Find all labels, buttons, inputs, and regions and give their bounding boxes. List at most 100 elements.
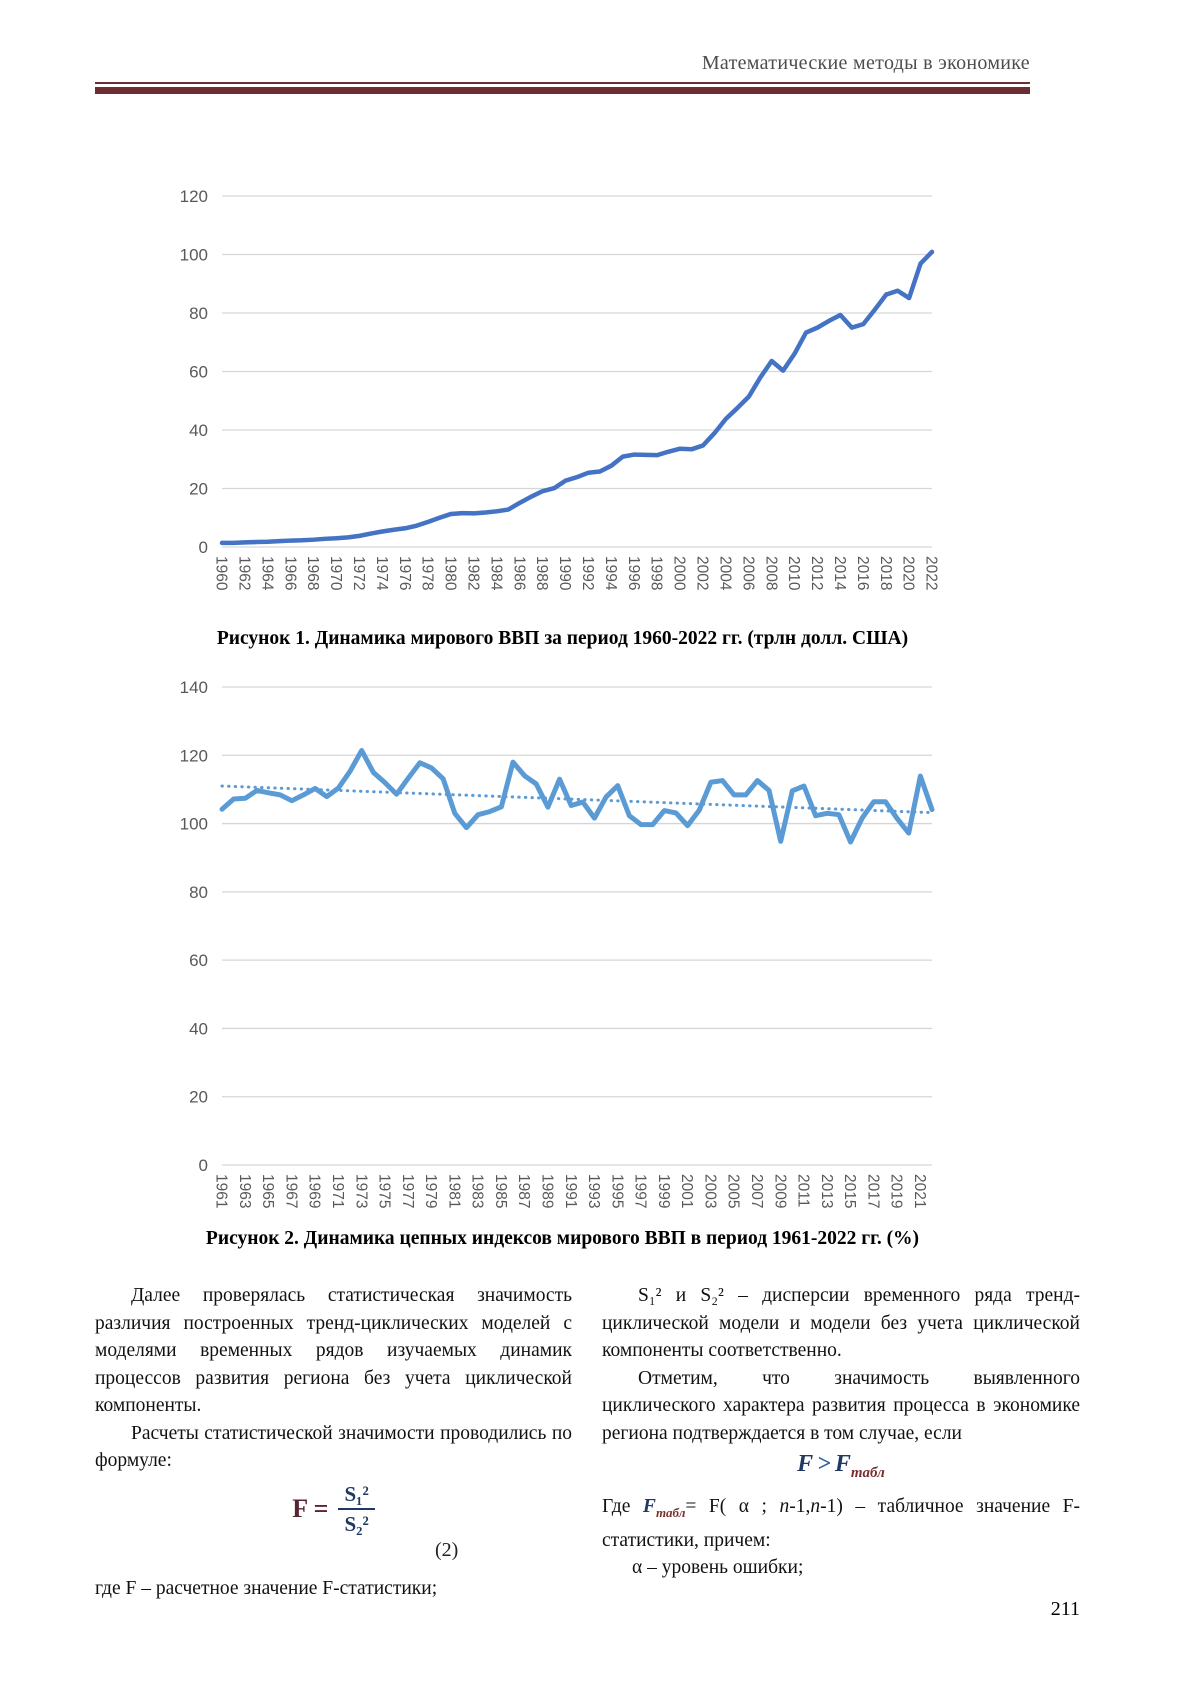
svg-text:2020: 2020: [900, 556, 917, 591]
svg-text:1988: 1988: [533, 556, 550, 590]
svg-text:1981: 1981: [445, 1174, 462, 1208]
svg-text:2021: 2021: [911, 1174, 928, 1208]
svg-text:1984: 1984: [487, 556, 504, 591]
svg-text:80: 80: [189, 883, 208, 902]
svg-text:2013: 2013: [818, 1174, 835, 1208]
svg-text:2016: 2016: [854, 556, 871, 590]
svg-text:40: 40: [189, 421, 208, 440]
svg-text:2006: 2006: [739, 556, 756, 590]
alpha-definition: α – уровень ошибки;: [632, 1557, 804, 1579]
header-rule-thick-line: [95, 87, 1030, 94]
svg-text:2017: 2017: [864, 1174, 881, 1208]
formula-numerator: S₁²: [338, 1481, 375, 1510]
text-column-right: S₁² и S₂² – дисперсии временного ряда тр…: [602, 1282, 1080, 1582]
svg-text:0: 0: [199, 1156, 208, 1175]
svg-text:1965: 1965: [259, 1174, 276, 1208]
formula-f-right: F: [834, 1451, 851, 1477]
page-number: 211: [1050, 1598, 1080, 1620]
svg-text:1992: 1992: [579, 556, 596, 590]
running-head: Математические методы в экономике: [701, 52, 1030, 74]
svg-text:1969: 1969: [306, 1174, 323, 1208]
svg-text:120: 120: [180, 746, 208, 765]
svg-text:2010: 2010: [785, 556, 802, 591]
svg-text:1983: 1983: [469, 1174, 486, 1208]
svg-text:60: 60: [189, 951, 208, 970]
svg-text:2008: 2008: [762, 556, 779, 590]
svg-text:60: 60: [189, 363, 208, 382]
svg-text:1967: 1967: [282, 1174, 299, 1208]
svg-text:100: 100: [180, 815, 208, 834]
greater-than-sign: >: [817, 1451, 831, 1477]
var-n-2: n: [810, 1496, 821, 1518]
world-gdp-line-chart: 0 20 40 60 80 100 120 1960 1962 1964 1966 1968 1970 1…: [180, 187, 940, 591]
svg-text:1972: 1972: [350, 556, 367, 590]
var-n-1: n: [779, 1496, 790, 1518]
paragraph-significance: Далее проверялась статистическая значимо…: [95, 1285, 572, 1416]
svg-text:80: 80: [189, 304, 208, 323]
svg-text:1986: 1986: [510, 556, 527, 590]
svg-text:1999: 1999: [655, 1174, 672, 1208]
f-table-text-1: Где: [602, 1496, 643, 1518]
svg-text:40: 40: [189, 1019, 208, 1038]
svg-text:1966: 1966: [281, 556, 298, 590]
figure-2-caption: Рисунок 2. Динамика цепных индексов миро…: [205, 1228, 920, 1249]
svg-text:2022: 2022: [923, 556, 940, 590]
svg-text:1994: 1994: [602, 556, 619, 591]
svg-text:1995: 1995: [608, 1174, 625, 1208]
svg-text:1996: 1996: [625, 556, 642, 590]
svg-text:2014: 2014: [831, 556, 848, 591]
svg-text:20: 20: [189, 480, 208, 499]
svg-text:1964: 1964: [258, 556, 275, 591]
svg-text:2019: 2019: [888, 1174, 905, 1208]
svg-text:1971: 1971: [329, 1174, 346, 1208]
svg-text:2002: 2002: [694, 556, 711, 590]
svg-text:1980: 1980: [442, 556, 459, 591]
equation-number: (2): [435, 1538, 459, 1561]
svg-text:2012: 2012: [808, 556, 825, 590]
svg-text:0: 0: [199, 538, 208, 557]
svg-text:2004: 2004: [716, 556, 733, 591]
svg-text:1989: 1989: [538, 1174, 555, 1208]
text-column-left: Далее проверялась статистическая значимо…: [95, 1282, 572, 1602]
svg-text:1975: 1975: [376, 1174, 393, 1208]
svg-text:2009: 2009: [771, 1174, 788, 1208]
svg-text:2011: 2011: [795, 1174, 812, 1207]
svg-text:120: 120: [180, 187, 208, 206]
figure-1-caption: Рисунок 1. Динамика мирового ВВП за пери…: [216, 628, 909, 649]
svg-text:2000: 2000: [671, 556, 688, 591]
svg-text:2007: 2007: [748, 1174, 765, 1208]
formula-f-subscript: табл: [850, 1464, 885, 1481]
svg-text:1993: 1993: [585, 1174, 602, 1208]
f-table-symbol: F: [642, 1496, 656, 1518]
svg-text:20: 20: [189, 1088, 208, 1107]
formula-fraction: S₁² S₂²: [338, 1481, 375, 1538]
header-rule-thin-line: [95, 82, 1030, 84]
svg-text:1974: 1974: [373, 556, 390, 591]
svg-text:1978: 1978: [419, 556, 436, 590]
svg-text:1985: 1985: [492, 1174, 509, 1208]
f-table-text-4: -1) – табличное значение F-статистики, п…: [602, 1496, 1080, 1551]
svg-text:1976: 1976: [396, 556, 413, 590]
paragraph-note: Отметим, что значимость выявленного цикл…: [602, 1367, 1080, 1444]
f-table-subscript: табл: [655, 1505, 686, 1521]
svg-text:100: 100: [180, 246, 208, 265]
header-rule: [95, 82, 1030, 94]
svg-text:1970: 1970: [327, 556, 344, 591]
svg-text:1990: 1990: [556, 556, 573, 591]
svg-text:1997: 1997: [632, 1174, 649, 1208]
svg-text:1987: 1987: [515, 1174, 532, 1208]
formula-lhs: F =: [292, 1494, 329, 1523]
f-comparison-formula: F > Fтабл: [602, 1451, 1080, 1487]
chain-index-line-chart: 0 20 40 60 80 100 120 140 1961 1963 1965 1967 1969 19…: [180, 678, 935, 1208]
svg-text:2005: 2005: [725, 1174, 742, 1208]
formula-f-left: F: [797, 1451, 814, 1477]
f-statistic-formula: F = S₁² S₂² (2): [95, 1481, 572, 1573]
svg-text:2018: 2018: [877, 556, 894, 590]
header-rule-gap: [95, 84, 1030, 87]
svg-text:1998: 1998: [648, 556, 665, 590]
paragraph-f-table: Где Fтабл= F( α ; n-1,n-1) – табличное з…: [602, 1493, 1080, 1554]
svg-text:1961: 1961: [213, 1174, 230, 1208]
svg-text:2001: 2001: [678, 1174, 695, 1208]
svg-text:1973: 1973: [352, 1174, 369, 1208]
